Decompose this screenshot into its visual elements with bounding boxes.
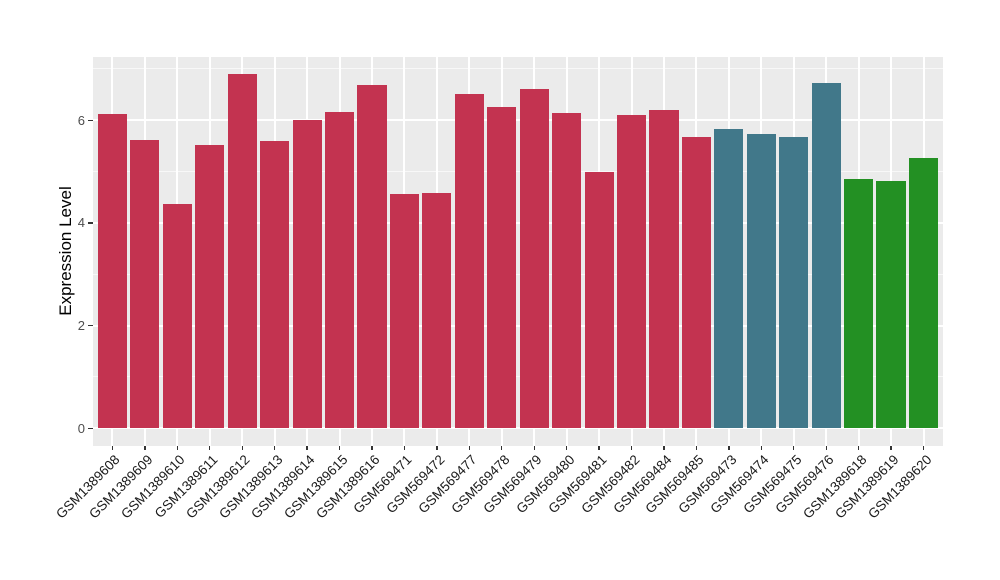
x-tick-mark (144, 446, 146, 450)
minor-gridline (93, 171, 943, 173)
major-gridline (93, 427, 943, 430)
minor-gridline (93, 68, 943, 70)
x-tick-mark (371, 446, 373, 450)
bar-GSM1389613 (260, 140, 290, 429)
x-tick-mark (760, 446, 762, 450)
x-tick-mark (501, 446, 503, 450)
minor-gridline (93, 273, 943, 275)
bar-GSM1389614 (292, 119, 322, 429)
y-axis-title: Expression Level (56, 186, 75, 316)
bar-GSM1389609 (130, 140, 160, 429)
x-tick-mark (728, 446, 730, 450)
major-gridline (93, 119, 943, 122)
x-tick-mark (793, 446, 795, 450)
x-tick-mark (403, 446, 406, 450)
y-tick-mark (88, 222, 93, 224)
x-tick-mark (598, 446, 600, 450)
bar-GSM569478 (487, 106, 517, 429)
x-tick-mark (436, 446, 438, 450)
bar-GSM569475 (779, 136, 809, 429)
major-gridline (93, 221, 943, 224)
x-tick-mark (338, 446, 341, 450)
x-tick-mark (468, 446, 471, 450)
bar-GSM569477 (454, 93, 484, 429)
bar-GSM569472 (422, 193, 452, 429)
bar-GSM1389611 (195, 145, 225, 429)
x-tick-mark (630, 446, 633, 450)
x-tick-mark (825, 446, 827, 450)
x-tick-mark (890, 446, 892, 450)
bar-GSM1389615 (324, 112, 355, 429)
bar-GSM569479 (519, 88, 549, 429)
y-tick-label: 6 (77, 112, 85, 128)
minor-gridline (93, 376, 943, 378)
y-tick-label: 4 (77, 215, 85, 231)
bar-GSM569471 (389, 194, 420, 429)
bar-GSM569482 (616, 114, 647, 429)
x-tick-mark (565, 446, 568, 450)
bar-GSM569480 (552, 112, 582, 429)
bar-GSM569476 (811, 83, 841, 429)
bar-GSM569485 (681, 137, 712, 429)
y-tick-mark (88, 324, 93, 327)
y-tick-mark (88, 119, 93, 121)
x-tick-mark (111, 446, 114, 450)
y-tick-label: 2 (77, 318, 85, 334)
x-tick-mark (306, 446, 308, 450)
x-tick-mark (209, 446, 211, 450)
y-tick-label: 0 (77, 420, 85, 436)
x-tick-mark (176, 446, 179, 450)
x-tick-mark (241, 446, 243, 450)
x-tick-mark (922, 446, 925, 450)
bar-GSM1389619 (876, 180, 906, 429)
x-tick-mark (273, 446, 276, 450)
bar-GSM1389612 (227, 73, 257, 429)
x-tick-mark (695, 446, 698, 450)
x-tick-mark (663, 446, 665, 450)
bar-GSM1389616 (357, 84, 387, 429)
x-tick-mark (857, 446, 860, 450)
bar-GSM1389618 (844, 178, 874, 429)
bar-GSM1389620 (908, 157, 939, 429)
y-tick-mark (88, 427, 93, 429)
x-tick-mark (533, 446, 535, 450)
plot-panel (93, 57, 943, 446)
bar-GSM569484 (649, 110, 679, 429)
bar-GSM569474 (746, 134, 776, 429)
bar-GSM1389608 (97, 113, 128, 429)
bar-GSM569481 (584, 172, 614, 429)
bar-GSM569473 (714, 129, 744, 429)
major-gridline (93, 324, 943, 327)
bar-GSM1389610 (162, 203, 192, 429)
